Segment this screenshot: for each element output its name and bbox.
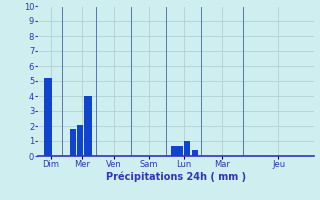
Bar [192,150,198,156]
Bar [77,124,83,156]
X-axis label: Précipitations 24h ( mm ): Précipitations 24h ( mm ) [106,172,246,182]
Bar [171,146,177,156]
Bar [70,129,76,156]
Bar [84,96,92,156]
Bar [184,141,190,156]
Bar [177,146,183,156]
Bar [44,78,52,156]
